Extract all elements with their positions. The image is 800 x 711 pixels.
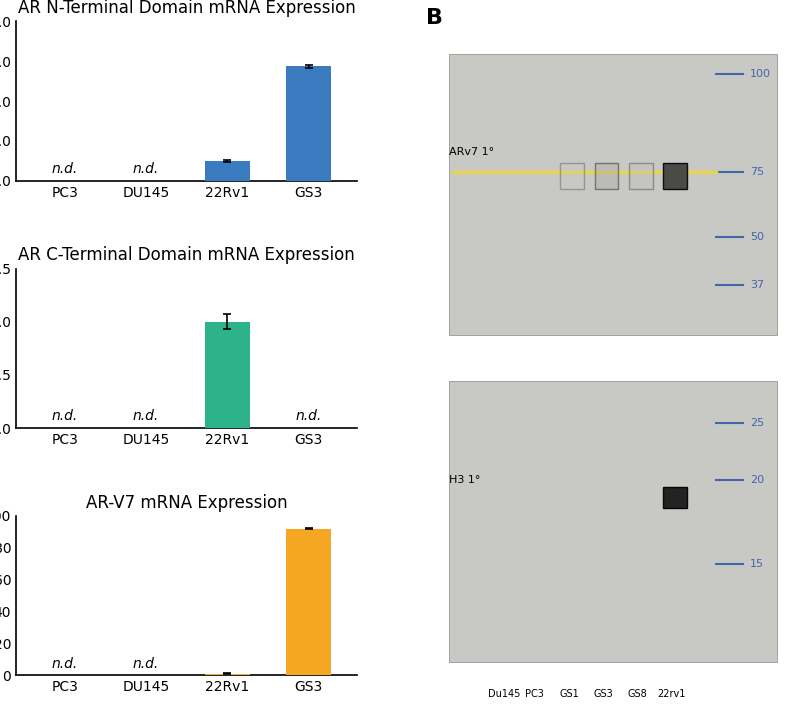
Text: 50: 50 xyxy=(750,232,764,242)
Text: n.d.: n.d. xyxy=(52,162,78,176)
Text: n.d.: n.d. xyxy=(52,657,78,670)
FancyBboxPatch shape xyxy=(561,163,584,189)
Text: 25: 25 xyxy=(750,418,764,428)
FancyBboxPatch shape xyxy=(450,54,777,336)
Text: n.d.: n.d. xyxy=(133,410,159,423)
Bar xyxy=(205,322,250,428)
Bar xyxy=(205,674,250,675)
FancyBboxPatch shape xyxy=(629,163,653,189)
Text: ARv7 1°: ARv7 1° xyxy=(450,147,494,157)
FancyBboxPatch shape xyxy=(663,487,686,508)
Text: GS3: GS3 xyxy=(594,688,613,698)
Title: AR-V7 mRNA Expression: AR-V7 mRNA Expression xyxy=(86,493,287,512)
Text: GS1: GS1 xyxy=(559,688,579,698)
Text: n.d.: n.d. xyxy=(133,657,159,670)
Text: 75: 75 xyxy=(750,167,764,177)
FancyBboxPatch shape xyxy=(450,381,777,663)
Title: AR C-Terminal Domain mRNA Expression: AR C-Terminal Domain mRNA Expression xyxy=(18,246,355,264)
Text: H3 1°: H3 1° xyxy=(450,474,481,484)
Text: 37: 37 xyxy=(750,279,764,289)
Title: AR N-Terminal Domain mRNA Expression: AR N-Terminal Domain mRNA Expression xyxy=(18,0,355,17)
FancyBboxPatch shape xyxy=(663,163,686,189)
Text: 20: 20 xyxy=(750,474,764,484)
Bar xyxy=(286,529,331,675)
Text: PC3: PC3 xyxy=(526,688,544,698)
Bar xyxy=(286,66,331,181)
Text: GS8: GS8 xyxy=(627,688,647,698)
Text: n.d.: n.d. xyxy=(133,162,159,176)
FancyBboxPatch shape xyxy=(594,163,618,189)
Text: 100: 100 xyxy=(750,69,771,79)
Text: B: B xyxy=(426,9,442,28)
Text: 15: 15 xyxy=(750,559,764,569)
Bar xyxy=(205,161,250,181)
Text: Du145: Du145 xyxy=(488,688,520,698)
Text: n.d.: n.d. xyxy=(295,410,322,423)
Text: 22rv1: 22rv1 xyxy=(657,688,686,698)
Text: n.d.: n.d. xyxy=(52,410,78,423)
